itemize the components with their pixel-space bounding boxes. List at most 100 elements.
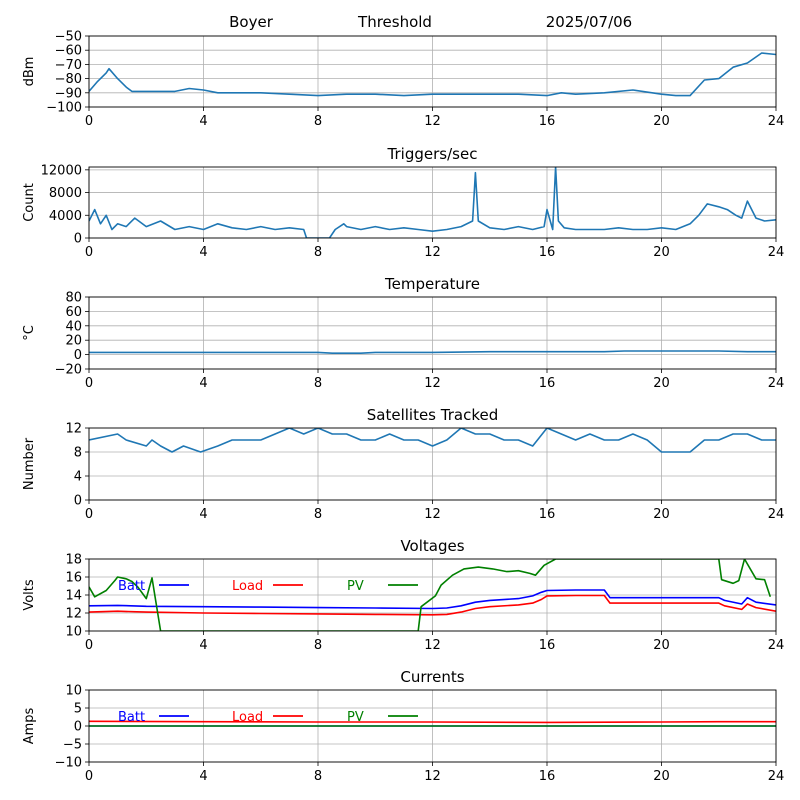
y-tick-label: −80 bbox=[55, 72, 82, 87]
x-tick-label: 4 bbox=[199, 507, 207, 522]
chart-title: Currents bbox=[400, 668, 464, 686]
chart-panel-5: 0 4 8 12 16 20 24 10 12 14 16 18 Voltages Volts Batt Lo… bbox=[22, 537, 784, 653]
series-line-load bbox=[89, 720, 776, 724]
y-tick-label: −5 bbox=[63, 738, 82, 753]
chart-panel-1: 0 4 8 12 16 20 24 −100−90−80−70−60−50 dBm bbox=[22, 30, 784, 130]
series-line-value bbox=[89, 52, 776, 97]
x-tick-label: 16 bbox=[539, 114, 556, 129]
x-tick-label: 12 bbox=[424, 638, 441, 653]
x-tick-label: 24 bbox=[768, 638, 785, 653]
y-tick-label: 20 bbox=[65, 334, 82, 349]
legend-label-batt: Batt bbox=[118, 579, 145, 594]
x-tick-label: 16 bbox=[539, 245, 556, 260]
x-tick-label: 0 bbox=[85, 376, 93, 391]
x-tick-label: 16 bbox=[539, 376, 556, 391]
x-tick-label: 8 bbox=[314, 507, 322, 522]
y-tick-label: 0 bbox=[74, 494, 82, 509]
y-tick-label: −70 bbox=[55, 58, 82, 73]
series-line-value bbox=[89, 428, 776, 453]
x-tick-label: 20 bbox=[653, 114, 670, 129]
y-axis-label: Volts bbox=[22, 579, 37, 611]
x-tick-label: 0 bbox=[85, 114, 93, 129]
x-tick-label: 16 bbox=[539, 769, 556, 784]
x-tick-label: 24 bbox=[768, 245, 785, 260]
chart-panel-4: 0 4 8 12 16 20 24 0 4 8 12 Satellites Tracked Number bbox=[22, 406, 784, 522]
y-tick-label: 10 bbox=[65, 625, 82, 640]
y-tick-label: −20 bbox=[55, 363, 82, 378]
x-tick-label: 8 bbox=[314, 245, 322, 260]
x-tick-label: 4 bbox=[199, 114, 207, 129]
y-tick-label: 40 bbox=[65, 319, 82, 334]
chart-title: Satellites Tracked bbox=[367, 406, 498, 424]
series-line-load bbox=[89, 594, 776, 616]
y-tick-label: −50 bbox=[55, 30, 82, 45]
y-tick-label: −100 bbox=[46, 101, 82, 116]
y-axis-label: Amps bbox=[22, 707, 37, 744]
x-tick-label: 4 bbox=[199, 376, 207, 391]
x-tick-label: 8 bbox=[314, 114, 322, 129]
legend-label-pv: PV bbox=[347, 710, 364, 725]
series-group bbox=[89, 559, 776, 631]
series-line-pv bbox=[89, 559, 772, 631]
chart-panel-6: 0 4 8 12 16 20 24 −10 −5 0 5 10 Currents Amps Batt Load… bbox=[22, 668, 784, 784]
legend-label-load: Load bbox=[232, 579, 263, 594]
legend-label-load: Load bbox=[232, 710, 263, 725]
x-tick-label: 0 bbox=[85, 245, 93, 260]
chart-title: Triggers/sec bbox=[387, 145, 478, 163]
y-tick-label: 8000 bbox=[49, 186, 82, 201]
series-line-batt bbox=[89, 589, 776, 610]
x-tick-label: 20 bbox=[653, 507, 670, 522]
y-tick-label: 12000 bbox=[41, 163, 82, 178]
y-tick-label: 18 bbox=[65, 553, 82, 568]
header-date: 2025/07/06 bbox=[546, 13, 632, 31]
series-line-value bbox=[89, 350, 776, 355]
series-line-value bbox=[89, 167, 776, 238]
x-tick-label: 12 bbox=[424, 507, 441, 522]
y-tick-label: 0 bbox=[74, 348, 82, 363]
header-station: Boyer bbox=[229, 13, 274, 31]
y-tick-label: 10 bbox=[65, 684, 82, 699]
x-tick-label: 8 bbox=[314, 376, 322, 391]
x-tick-label: 20 bbox=[653, 638, 670, 653]
series-group bbox=[89, 350, 776, 355]
y-tick-label: 60 bbox=[65, 305, 82, 320]
y-tick-label: 0 bbox=[74, 720, 82, 735]
x-tick-label: 8 bbox=[314, 769, 322, 784]
y-tick-label: 14 bbox=[65, 589, 82, 604]
y-tick-label: 16 bbox=[65, 571, 82, 586]
y-tick-label: −90 bbox=[55, 86, 82, 101]
x-tick-label: 0 bbox=[85, 638, 93, 653]
x-tick-label: 24 bbox=[768, 376, 785, 391]
y-tick-label: 12 bbox=[65, 607, 82, 622]
x-tick-label: 24 bbox=[768, 769, 785, 784]
y-axis-label: °C bbox=[22, 325, 37, 341]
x-tick-label: 20 bbox=[653, 769, 670, 784]
x-tick-label: 4 bbox=[199, 638, 207, 653]
chart-title: Temperature bbox=[384, 275, 480, 293]
legend-label-batt: Batt bbox=[118, 710, 145, 725]
x-tick-label: 4 bbox=[199, 245, 207, 260]
y-tick-label: 8 bbox=[74, 446, 82, 461]
series-group bbox=[89, 52, 776, 97]
x-tick-label: 16 bbox=[539, 638, 556, 653]
chart-panel-2: 0 4 8 12 16 20 24 0 4000 8000 12000 Triggers/sec Cou… bbox=[22, 145, 784, 260]
y-axis-label: dBm bbox=[22, 57, 37, 87]
x-tick-label: 16 bbox=[539, 507, 556, 522]
y-tick-label: 12 bbox=[65, 422, 82, 437]
x-tick-label: 8 bbox=[314, 638, 322, 653]
chart-title: Voltages bbox=[400, 537, 464, 555]
x-tick-label: 4 bbox=[199, 769, 207, 784]
y-tick-label: 80 bbox=[65, 291, 82, 306]
y-tick-label: 4000 bbox=[49, 209, 82, 224]
y-axis-label: Count bbox=[22, 183, 37, 222]
x-tick-label: 12 bbox=[424, 114, 441, 129]
x-tick-label: 12 bbox=[424, 769, 441, 784]
x-tick-label: 20 bbox=[653, 376, 670, 391]
x-tick-label: 12 bbox=[424, 245, 441, 260]
x-tick-label: 12 bbox=[424, 376, 441, 391]
x-tick-label: 24 bbox=[768, 114, 785, 129]
x-tick-label: 20 bbox=[653, 245, 670, 260]
